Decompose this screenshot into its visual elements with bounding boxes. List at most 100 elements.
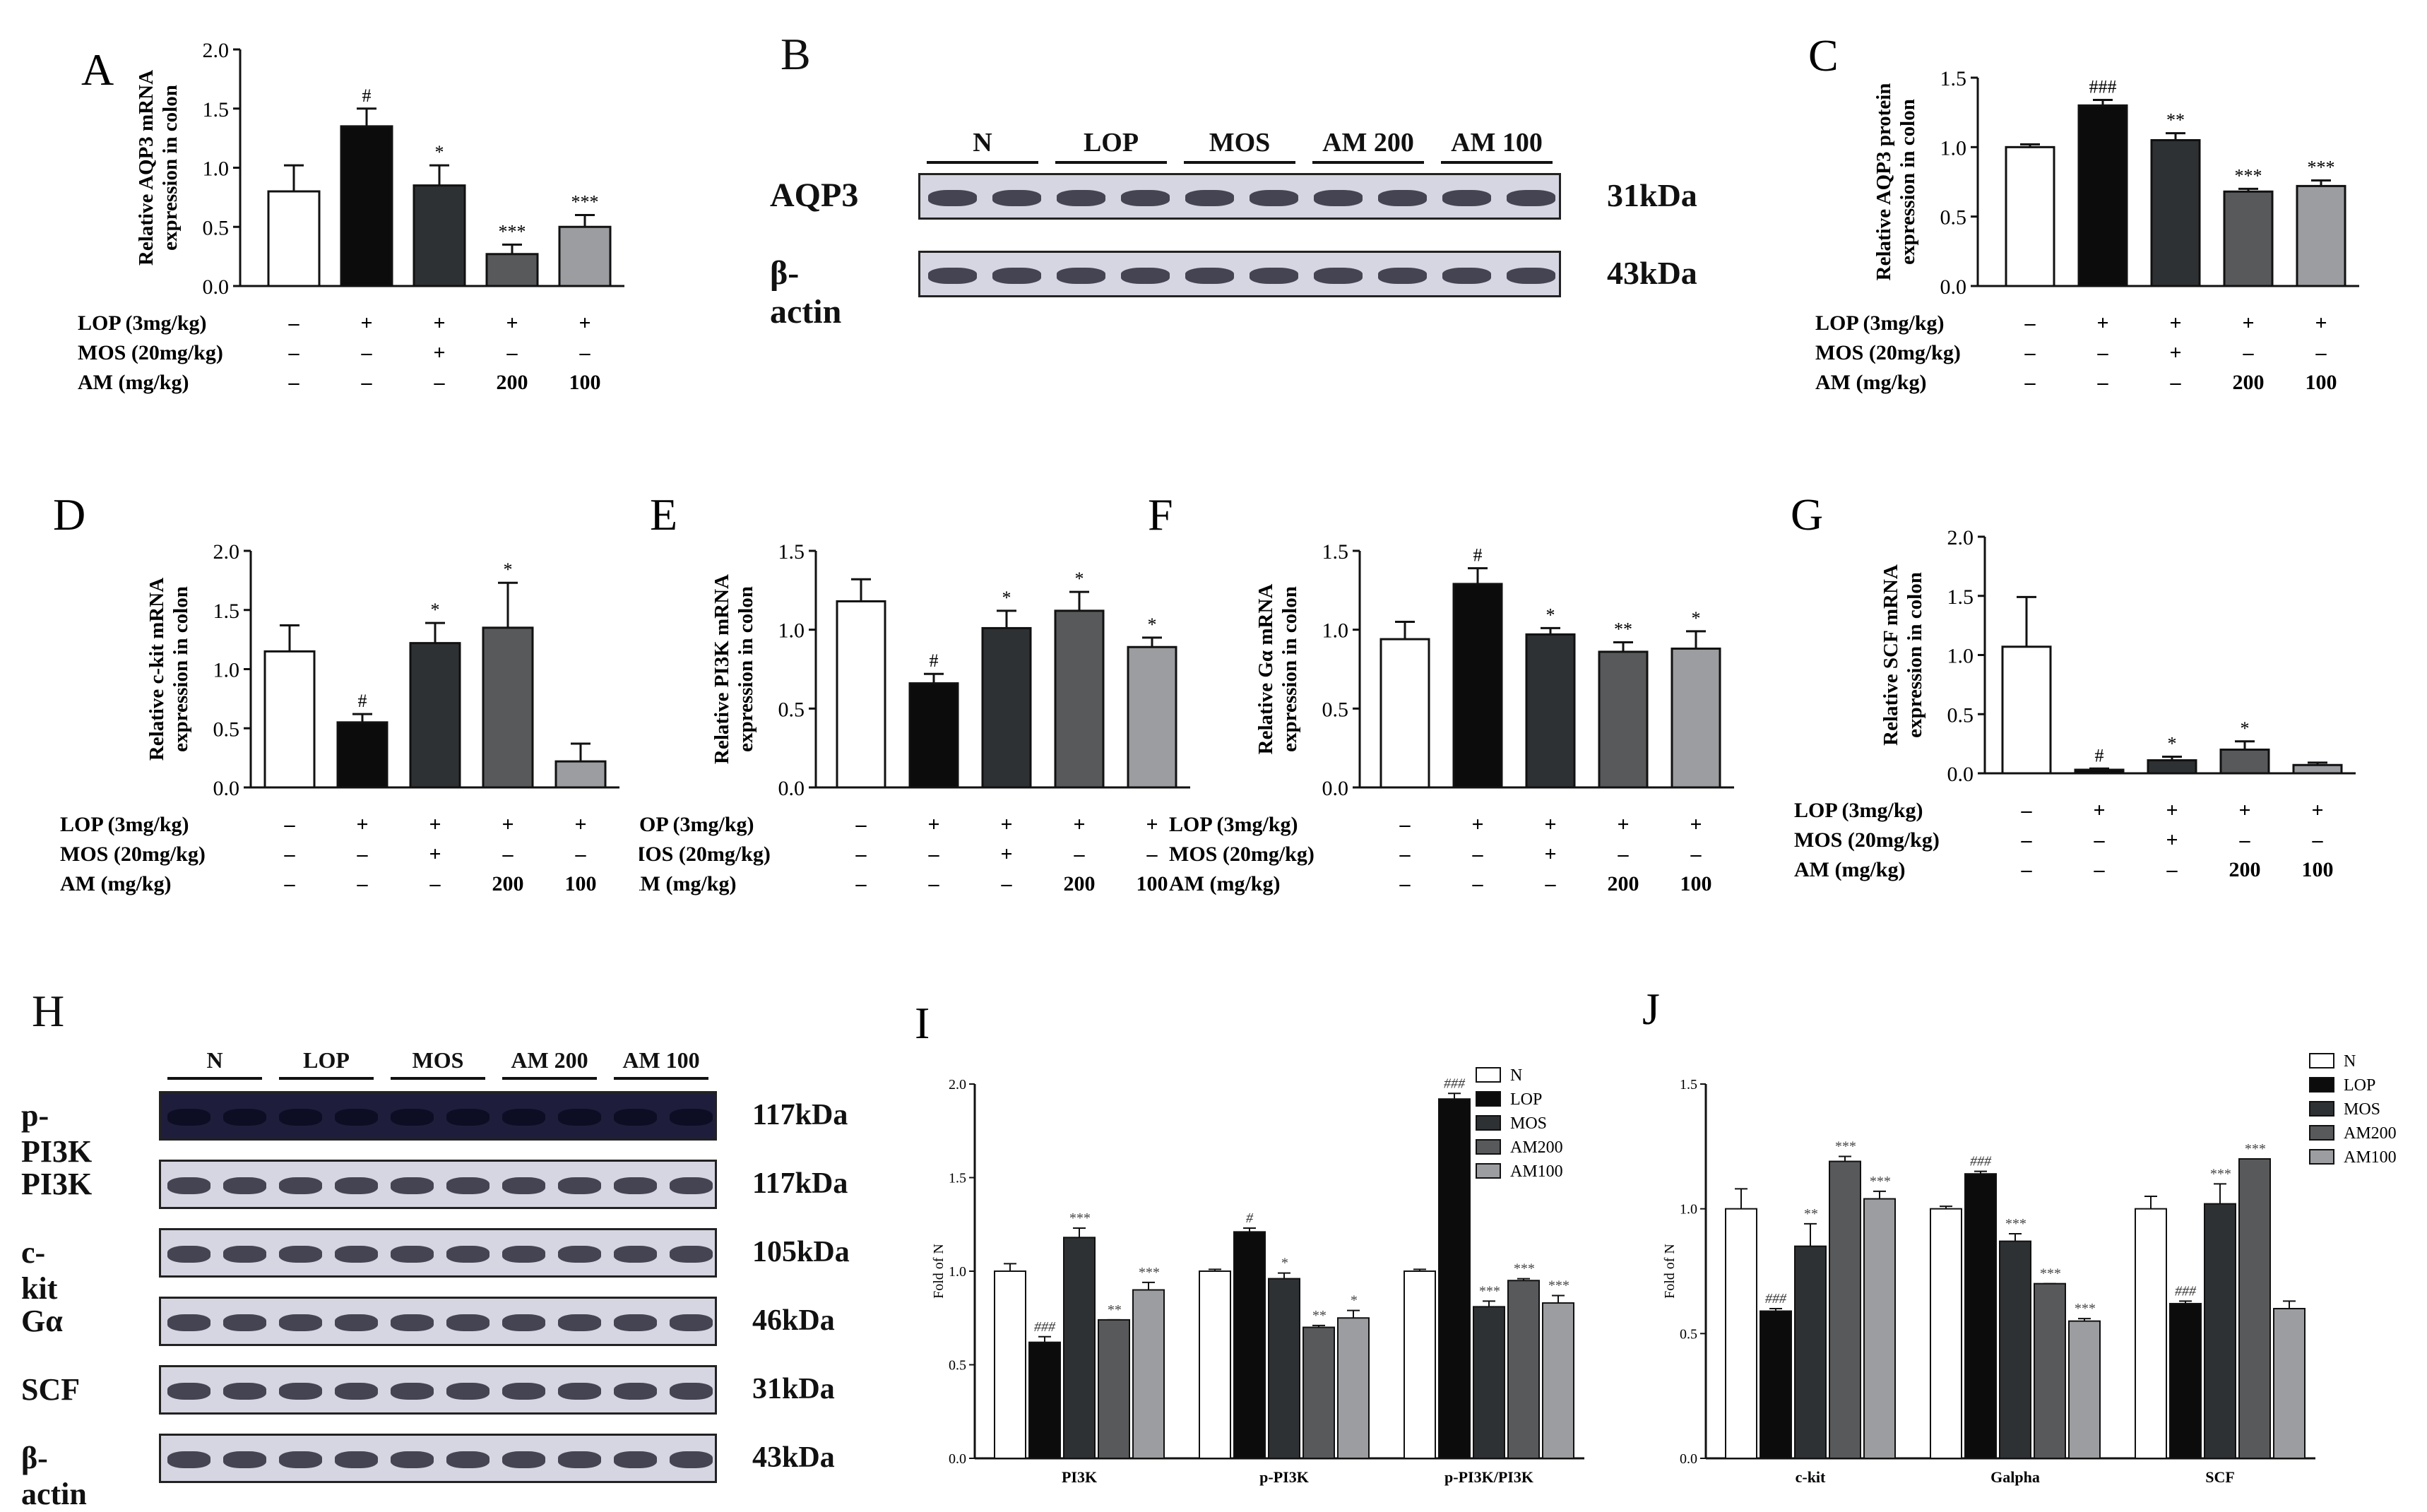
y-tick-label: 0.5: [949, 1358, 966, 1374]
legend-label: AM100: [1510, 1162, 1563, 1181]
treatment-value: –: [288, 371, 300, 394]
protein-band: [558, 1177, 601, 1195]
significance-mark: #: [1246, 1210, 1254, 1226]
blot-strip: [918, 251, 1561, 297]
treatment-value: –: [579, 341, 591, 364]
significance-mark: *: [1692, 608, 1701, 629]
y-axis-label: Relative SCF mRNA: [1880, 564, 1902, 746]
treatment-label: AM (mg/kg): [1794, 858, 1905, 881]
bar-LOP: [336, 721, 388, 789]
y-axis-label: Relative AQP3 protein: [1873, 83, 1895, 281]
y-tick-label: 1.0: [1680, 1202, 1697, 1218]
y-tick-label: 0.0: [1947, 763, 1974, 786]
treatment-value: +: [1471, 813, 1483, 836]
treatment-label: LOP (3mg/kg): [1169, 813, 1298, 836]
molecular-weight: 105kDa: [752, 1235, 850, 1268]
bar-MOS-PI3K: [1063, 1237, 1096, 1459]
protein-band: [446, 1451, 489, 1469]
lane-group-underline: [167, 1077, 262, 1080]
treatment-label: AM (mg/kg): [60, 872, 171, 895]
significance-mark: ***: [2209, 1166, 2231, 1181]
treatment-value: 200: [2233, 371, 2265, 394]
legend-swatch-MOS: [2309, 1101, 2334, 1117]
bar-AM100: [1127, 645, 1177, 789]
protein-band: [670, 1383, 713, 1400]
y-tick-label: 1.0: [1947, 645, 1974, 668]
lane-group-label: LOP: [303, 1047, 350, 1073]
panel-letter-A: A: [81, 44, 114, 95]
treatment-value: –: [506, 341, 518, 364]
treatment-label: LOP (3mg/kg): [60, 813, 189, 836]
chart-E-pi3k-mrna: E 0.0 0.5 1.0 1.5 Relative PI3K mRNA expressio…: [639, 489, 1190, 895]
bar-N: [263, 650, 316, 789]
protein-band: [223, 1383, 266, 1400]
significance-mark: ###: [1765, 1291, 1787, 1306]
legend-label: AM100: [2344, 1148, 2397, 1167]
y-tick-label: 1.0: [1322, 619, 1349, 643]
significance-mark: ***: [2308, 157, 2335, 178]
treatment-value: –: [1472, 843, 1484, 866]
treatment-label: MOS (20mg/kg): [60, 843, 206, 866]
treatment-value: +: [1544, 843, 1556, 866]
bar-AM200: [485, 253, 539, 287]
y-tick-label: 0.5: [1322, 698, 1349, 721]
treatment-value: –: [2094, 858, 2106, 881]
treatment-value: –: [284, 872, 296, 895]
bar-AM100-PI3K: [1132, 1289, 1165, 1459]
y-axis-label: expression in colon: [159, 85, 182, 251]
treatment-label: MOS (20mg/kg): [1169, 843, 1315, 866]
protein-band: [1377, 190, 1428, 206]
treatment-value: +: [1617, 813, 1629, 836]
protein-band: [279, 1246, 322, 1263]
bar-LOP: [340, 125, 393, 287]
bar-LOP-Galpha: [1964, 1173, 1997, 1459]
significance-mark: *: [1075, 569, 1084, 589]
y-tick-label: 1.5: [1947, 585, 1974, 609]
lane-group-underline: [279, 1077, 374, 1080]
lane-group-underline: [1312, 161, 1424, 164]
legend-swatch-MOS: [1476, 1115, 1501, 1131]
significance-mark: **: [1107, 1302, 1121, 1318]
y-axis-label: expression in colon: [735, 586, 757, 752]
treatment-value: +: [502, 813, 514, 836]
y-axis-label: Relative AQP3 mRNA: [135, 70, 158, 266]
panel-letter-H: H: [32, 986, 65, 1036]
y-tick-label: 0.5: [1947, 703, 1974, 727]
bar-AM200-c-kit: [1829, 1160, 1861, 1460]
significance-mark: ***: [1069, 1210, 1090, 1226]
y-axis-label: Relative PI3K mRNA: [711, 574, 733, 764]
blot-strip: [159, 1434, 717, 1483]
blot-row-label: Gα: [21, 1303, 63, 1338]
significance-mark: *: [431, 600, 440, 620]
treatment-value: 100: [565, 872, 597, 895]
chart-G-scf-mrna: G 0.0 0.5 1.0 1.5 2.0 Relative SCF mRNA express…: [1791, 489, 2356, 881]
protein-band: [502, 1246, 545, 1263]
x-category-label: c-kit: [1796, 1468, 1826, 1486]
significance-mark: *: [1281, 1256, 1288, 1271]
treatment-value: –: [288, 341, 300, 364]
protein-band: [670, 1314, 713, 1332]
protein-band: [1249, 190, 1299, 206]
y-tick-label: 2.0: [213, 540, 240, 564]
significance-mark: ***: [571, 192, 599, 213]
treatment-value: +: [574, 813, 586, 836]
legend-swatch-AM100: [1476, 1163, 1501, 1179]
y-tick-label: 1.5: [949, 1171, 966, 1186]
significance-mark: ***: [2074, 1301, 2095, 1316]
significance-mark: ***: [2235, 165, 2262, 186]
bar-N: [2001, 645, 2052, 775]
protein-band: [1442, 190, 1492, 206]
protein-band: [167, 1109, 210, 1126]
bar-AM200: [1598, 650, 1649, 789]
y-tick-label: 0.5: [203, 216, 230, 239]
bar-MOS-c-kit: [1794, 1245, 1827, 1459]
treatment-value: –: [2097, 341, 2109, 364]
protein-band: [335, 1177, 378, 1195]
y-tick-label: 0.0: [1940, 275, 1967, 299]
significance-mark: ***: [2005, 1216, 2026, 1232]
significance-mark: *: [1148, 614, 1157, 635]
bar-LOP: [2074, 768, 2125, 775]
bar-N-PI3K: [994, 1270, 1026, 1459]
protein-band: [1377, 268, 1428, 284]
treatment-value: +: [1146, 813, 1158, 836]
